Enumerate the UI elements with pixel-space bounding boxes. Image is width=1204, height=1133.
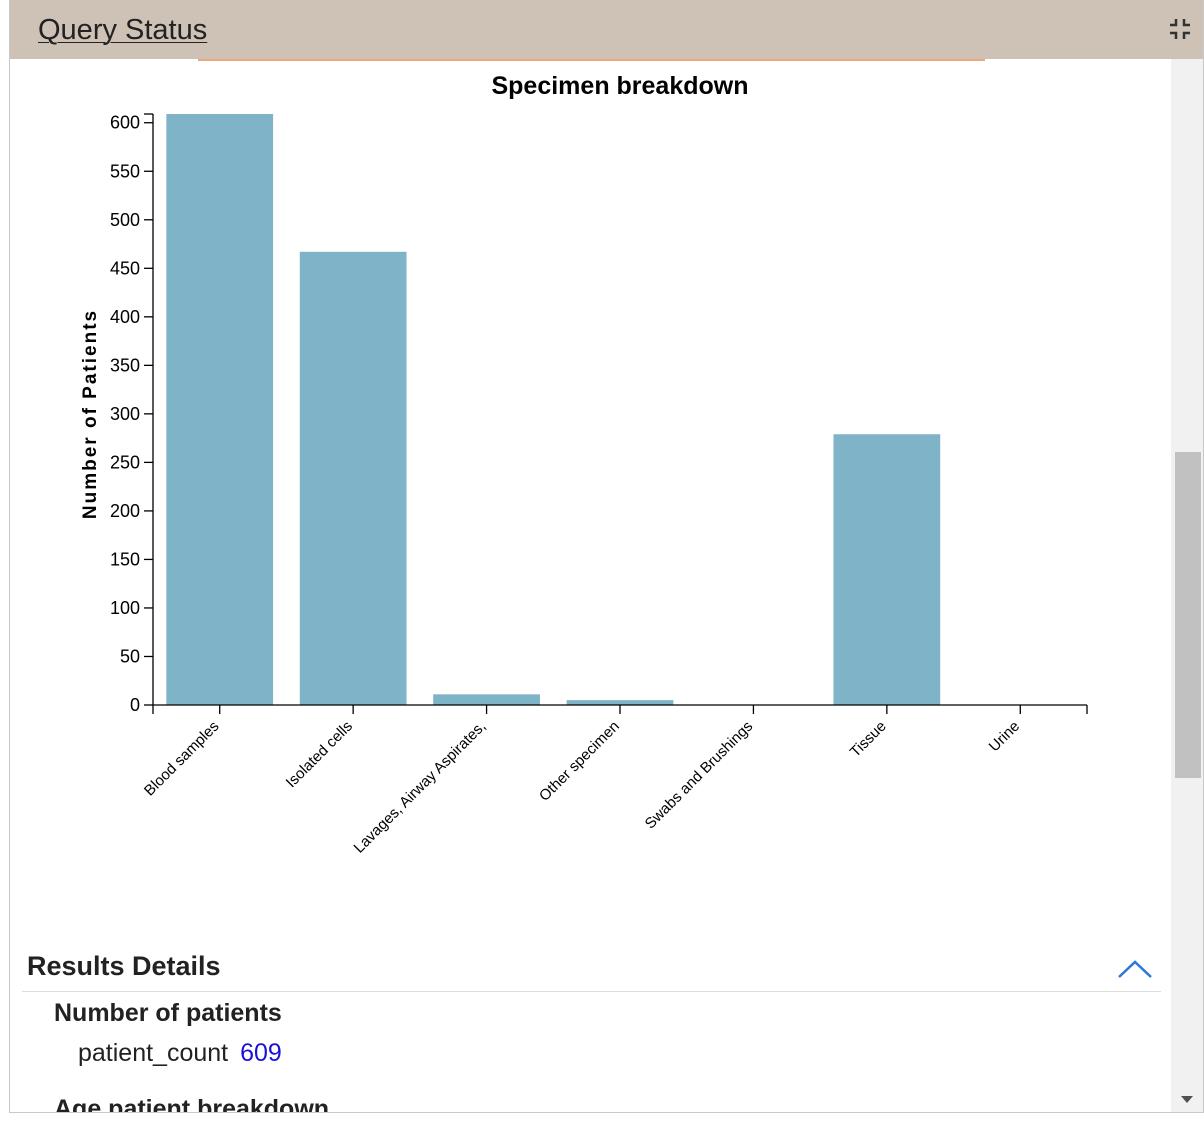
y-tick-label: 100 (110, 598, 140, 618)
patient-count-key: patient_count (78, 1039, 229, 1067)
patient-count-row: patient_count 609 (78, 1039, 282, 1068)
y-tick-label: 550 (110, 161, 140, 181)
bar[interactable] (566, 700, 674, 705)
y-tick-label: 50 (120, 646, 140, 666)
panel-header: Query Status (10, 0, 1203, 59)
accent-divider (198, 59, 985, 61)
panel-title[interactable]: Query Status (38, 14, 208, 46)
next-section-heading: Age patient breakdown (54, 1095, 330, 1113)
x-tick-label: Blood samples (141, 718, 223, 800)
chevron-up-icon[interactable] (1115, 954, 1155, 984)
scroll-down-arrow-icon[interactable] (1181, 1096, 1193, 1103)
bar[interactable] (166, 114, 274, 705)
y-tick-label: 250 (110, 452, 140, 472)
x-tick-label: Lavages, Airway Aspirates, (351, 718, 490, 857)
y-tick-label: 350 (110, 355, 140, 375)
y-tick-label: 450 (110, 258, 140, 278)
y-tick-label: 150 (110, 549, 140, 569)
query-status-panel: Query Status Specimen breakdown Number o… (9, 0, 1204, 1113)
y-tick-label: 200 (110, 501, 140, 521)
x-tick-label: Urine (986, 718, 1023, 755)
x-tick-label: Other specimen (536, 718, 623, 805)
bar[interactable] (833, 434, 941, 705)
y-tick-label: 400 (110, 307, 140, 327)
y-axis-label: Number of Patients (80, 309, 101, 519)
y-tick-label: 500 (110, 210, 140, 230)
x-tick-label: Tissue (847, 718, 890, 761)
results-details-title: Results Details (27, 951, 221, 981)
chart-title: Specimen breakdown (491, 72, 748, 100)
collapse-arrows-icon[interactable] (1167, 16, 1193, 42)
x-tick-label: Isolated cells (283, 718, 356, 791)
results-divider (22, 991, 1161, 992)
y-tick-label: 300 (110, 404, 140, 424)
bar[interactable] (299, 251, 407, 705)
specimen-bar-chart: Specimen breakdown Number of Patients 0 5… (80, 72, 1088, 857)
scrollbar-thumb[interactable] (1175, 452, 1201, 778)
y-tick-label: 0 (130, 695, 140, 715)
panel-content: Specimen breakdown Number of Patients 0 5… (10, 59, 1173, 1113)
patient-count-value[interactable]: 609 (240, 1039, 282, 1067)
x-tick-label: Swabs and Brushings (642, 718, 757, 833)
y-tick-label: 600 (110, 113, 140, 133)
vertical-scrollbar[interactable] (1171, 59, 1203, 1112)
section-heading: Number of patients (54, 999, 282, 1027)
bar[interactable] (433, 694, 540, 705)
